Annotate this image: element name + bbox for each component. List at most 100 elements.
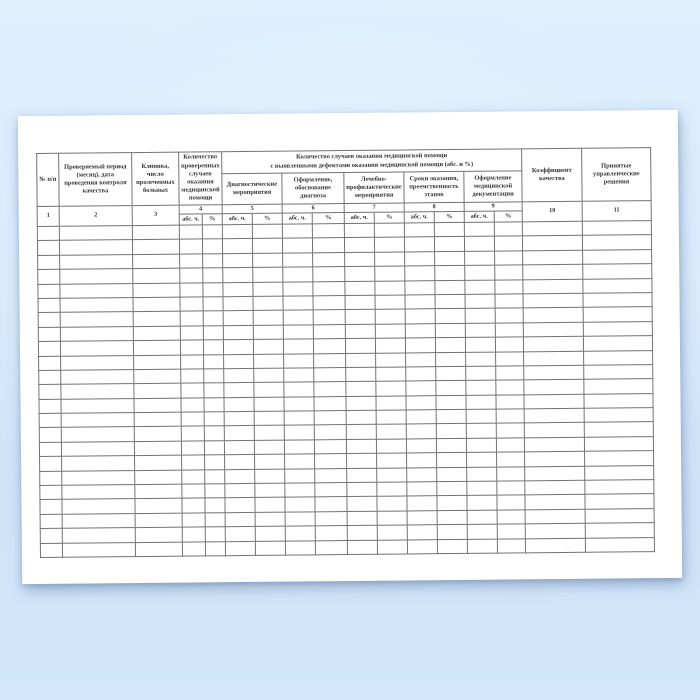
empty-cell (204, 498, 226, 513)
empty-cell (313, 338, 346, 354)
col-header-treatment-prevention: Лечебно-профилактические мероприятия (343, 171, 405, 204)
empty-cell (464, 279, 495, 295)
empty-cell (437, 538, 468, 554)
empty-cell (133, 297, 181, 312)
empty-cell (495, 380, 524, 395)
empty-cell (464, 250, 495, 266)
empty-cell (494, 221, 523, 237)
empty-cell (253, 382, 284, 398)
empty-cell (435, 323, 466, 338)
empty-cell (62, 513, 136, 529)
empty-cell (284, 439, 315, 455)
col-header-clinic: Клиника, число пролеченных больных (131, 152, 180, 206)
header-row-main: № п/п Проверяемый период (месяц), дата п… (36, 147, 652, 207)
empty-cell (464, 294, 496, 309)
empty-cell (135, 512, 183, 528)
empty-cell (406, 438, 437, 454)
empty-cell (253, 339, 284, 354)
empty-cell (282, 223, 313, 239)
abs-label: абс. ч. (344, 212, 375, 224)
empty-cell (376, 424, 407, 440)
empty-cell (582, 234, 652, 251)
empty-cell (224, 497, 256, 513)
empty-cell (59, 283, 134, 299)
empty-cell (134, 469, 182, 485)
empty-cell (180, 325, 204, 341)
empty-cell (346, 467, 377, 483)
empty-cell (375, 366, 406, 382)
empty-cell (523, 393, 585, 409)
empty-cell (254, 497, 286, 513)
empty-cell (406, 467, 437, 482)
empty-cell (60, 297, 134, 313)
empty-cell (524, 494, 586, 510)
empty-cell (223, 310, 254, 326)
empty-cell (345, 338, 376, 354)
empty-cell (523, 321, 584, 337)
empty-cell (465, 322, 496, 338)
empty-cell (132, 239, 180, 255)
empty-cell (222, 253, 253, 268)
empty-cell (224, 411, 255, 427)
empty-cell (436, 495, 468, 511)
empty-cell (314, 439, 347, 455)
empty-cell (407, 539, 438, 554)
empty-cell (523, 379, 584, 395)
empty-cell (60, 398, 135, 414)
empty-cell (284, 410, 315, 426)
empty-cell (346, 410, 377, 426)
empty-cell (314, 425, 347, 440)
empty-cell (61, 470, 135, 486)
empty-cell (223, 397, 255, 412)
empty-cell (404, 237, 435, 252)
empty-cell (39, 442, 62, 457)
empty-cell (345, 309, 376, 325)
empty-cell (202, 267, 223, 283)
empty-cell (582, 220, 652, 236)
empty-cell (254, 483, 285, 498)
empty-cell (314, 468, 347, 483)
empty-cell (180, 397, 205, 413)
empty-cell (375, 338, 406, 353)
empty-cell (133, 354, 181, 370)
empty-cell (585, 537, 655, 553)
empty-cell (254, 454, 285, 470)
empty-cell (435, 366, 466, 381)
empty-cell (284, 425, 315, 440)
empty-cell (523, 307, 584, 323)
empty-cell (406, 496, 438, 511)
empty-cell (374, 237, 405, 253)
empty-cell (434, 251, 465, 266)
empty-cell (345, 395, 377, 411)
empty-cell (314, 482, 347, 498)
empty-cell (314, 496, 348, 512)
empty-cell (134, 455, 182, 471)
empty-cell (375, 381, 406, 396)
empty-cell (313, 367, 346, 383)
empty-cell (38, 398, 62, 414)
empty-cell (38, 327, 61, 342)
empty-cell (467, 524, 498, 539)
empty-cell (38, 384, 61, 400)
empty-cell (252, 267, 283, 282)
empty-cell (62, 527, 136, 543)
empty-cell (60, 326, 134, 342)
empty-cell (255, 540, 286, 556)
empty-cell (223, 296, 254, 312)
pct-label: % (202, 213, 223, 225)
empty-cell (496, 480, 525, 496)
empty-cell (496, 495, 526, 510)
empty-cell (376, 467, 407, 483)
empty-cell (132, 253, 180, 269)
empty-cell (254, 468, 285, 484)
empty-cell (377, 510, 408, 526)
empty-cell (496, 437, 525, 453)
empty-cell (285, 511, 316, 527)
empty-cell (255, 511, 286, 527)
empty-cell (405, 352, 436, 367)
empty-cell (374, 266, 405, 281)
empty-cell (522, 264, 583, 280)
empty-cell (285, 526, 316, 541)
empty-cell (204, 426, 225, 441)
empty-cell (584, 450, 654, 466)
